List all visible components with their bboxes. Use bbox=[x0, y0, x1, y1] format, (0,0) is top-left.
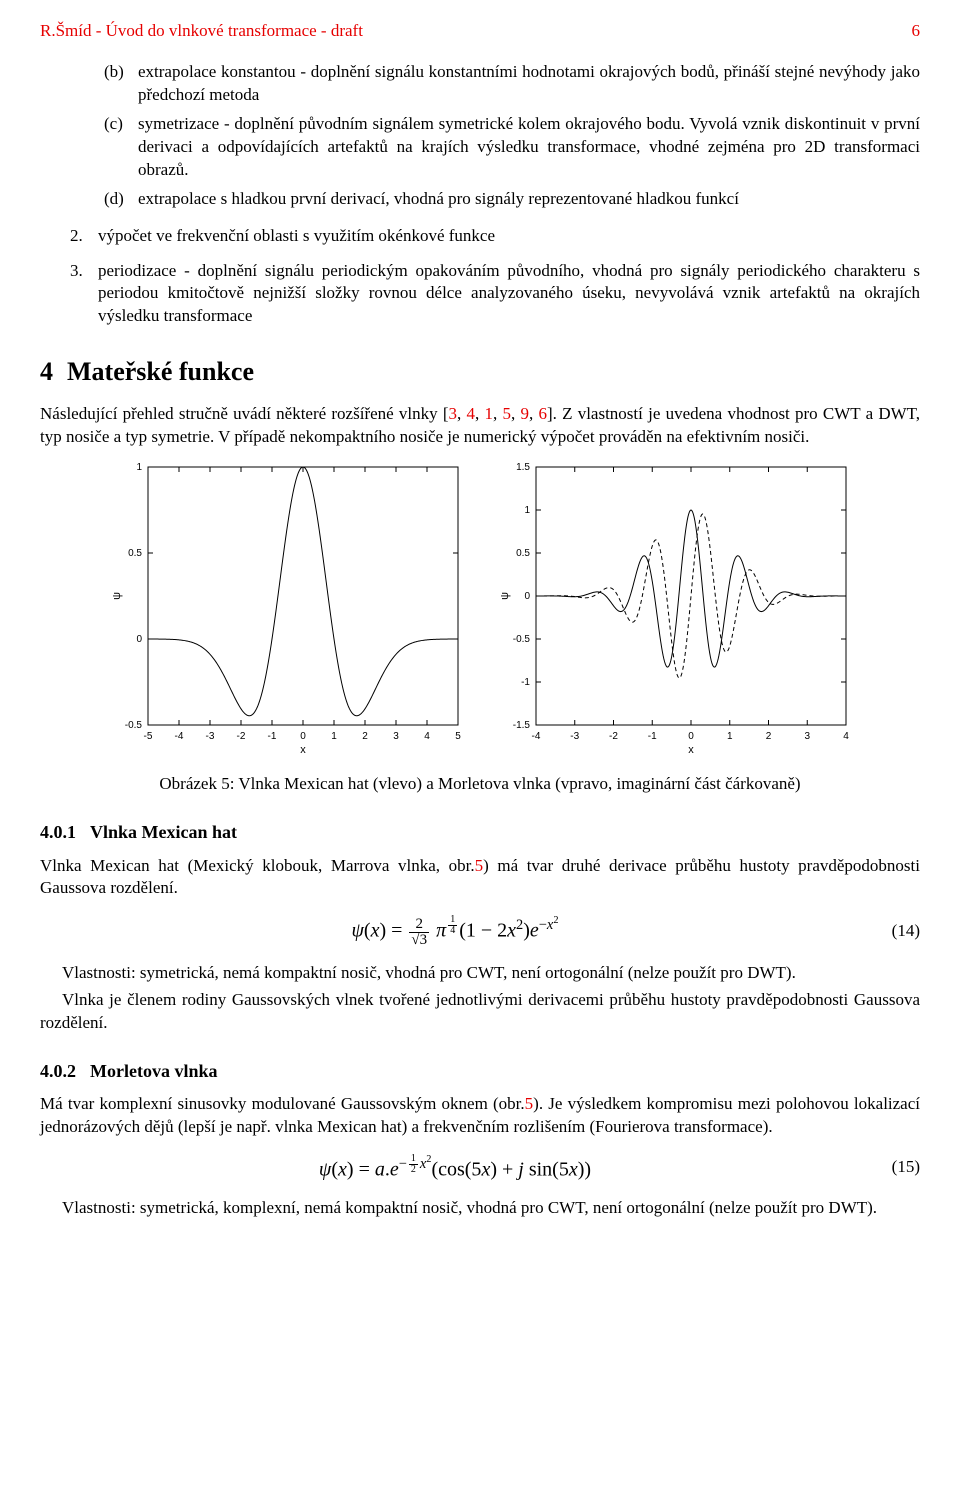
svg-text:0: 0 bbox=[136, 634, 142, 645]
section-4-number: 4 bbox=[40, 357, 53, 386]
cite-5: 6 bbox=[538, 404, 547, 423]
svg-text:0.5: 0.5 bbox=[128, 548, 142, 559]
item-c-marker: (c) bbox=[104, 113, 138, 182]
item-d-text: extrapolace s hladkou první derivací, vh… bbox=[138, 188, 920, 211]
svg-text:ψ: ψ bbox=[499, 592, 511, 600]
svg-text:2: 2 bbox=[766, 731, 772, 742]
equation-14-body: ψ(x) = 2√3 π14(1 − 2x2)e−x2 bbox=[40, 914, 870, 947]
svg-text:-2: -2 bbox=[237, 731, 246, 742]
item-3-text: periodizace - doplnění signálu periodick… bbox=[98, 260, 920, 329]
svg-text:0: 0 bbox=[524, 591, 530, 602]
chart-morlet: -4 -3 -2 -1 0 1 2 3 4 -1.5 -1 -0.5 0 0.5 1 1.5 x ψ bbox=[494, 459, 854, 759]
svg-text:-1: -1 bbox=[521, 677, 530, 688]
sub-402-title: Morletova vlnka bbox=[90, 1061, 218, 1081]
sub-401-pre: Vlnka Mexican hat (Mexický klobouk, Marr… bbox=[40, 856, 475, 875]
svg-text:3: 3 bbox=[804, 731, 810, 742]
svg-text:3: 3 bbox=[393, 731, 399, 742]
svg-text:0.5: 0.5 bbox=[516, 548, 530, 559]
cite-3: 5 bbox=[502, 404, 511, 423]
svg-text:-2: -2 bbox=[609, 731, 618, 742]
equation-14: ψ(x) = 2√3 π14(1 − 2x2)e−x2 (14) bbox=[40, 914, 920, 947]
svg-text:-0.5: -0.5 bbox=[125, 720, 143, 731]
svg-text:-4: -4 bbox=[175, 731, 184, 742]
section-4-intro: Následující přehled stručně uvádí někter… bbox=[40, 403, 920, 449]
sub-402-figref: 5 bbox=[525, 1094, 534, 1113]
svg-text:0: 0 bbox=[300, 731, 306, 742]
sub-list-letters: (b) extrapolace konstantou - doplnění si… bbox=[104, 61, 920, 211]
svg-text:1.5: 1.5 bbox=[516, 462, 530, 473]
item-2: 2. výpočet ve frekvenční oblasti s využi… bbox=[70, 225, 920, 248]
item-d-marker: (d) bbox=[104, 188, 138, 211]
item-2-marker: 2. bbox=[70, 225, 98, 248]
svg-text:1: 1 bbox=[727, 731, 733, 742]
item-2-text: výpočet ve frekvenční oblasti s využitím… bbox=[98, 225, 920, 248]
svg-text:-3: -3 bbox=[206, 731, 215, 742]
item-3-marker: 3. bbox=[70, 260, 98, 329]
sub-402-paragraph: Má tvar komplexní sinusovky modulované G… bbox=[40, 1093, 920, 1139]
sub-401-paragraph: Vlnka Mexican hat (Mexický klobouk, Marr… bbox=[40, 855, 920, 901]
svg-text:1: 1 bbox=[136, 462, 142, 473]
cite-4: 9 bbox=[520, 404, 529, 423]
figure-5-charts: -5 -4 -3 -2 -1 0 1 2 3 4 5 -0.5 0 0.5 1 x ψ -4 -3 -2 -1 0 1 2 3… bbox=[40, 459, 920, 759]
section-4-heading: 4 Mateřské funkce bbox=[40, 354, 920, 389]
svg-text:-5: -5 bbox=[144, 731, 153, 742]
item-c: (c) symetrizace - doplnění původním sign… bbox=[104, 113, 920, 182]
sub-402-pre: Má tvar komplexní sinusovky modulované G… bbox=[40, 1094, 525, 1113]
section-4-intro-pre: Následující přehled stručně uvádí někter… bbox=[40, 404, 449, 423]
page-number: 6 bbox=[912, 20, 921, 43]
equation-15-number: (15) bbox=[870, 1156, 920, 1179]
item-d: (d) extrapolace s hladkou první derivací… bbox=[104, 188, 920, 211]
sub-401-title: Vlnka Mexican hat bbox=[90, 822, 237, 842]
item-b: (b) extrapolace konstantou - doplnění si… bbox=[104, 61, 920, 107]
equation-15-body: ψ(x) = a.e−12x2(cos(5x) + j sin(5x)) bbox=[40, 1153, 870, 1183]
sub-401-props-2: Vlnka je členem rodiny Gaussovských vlne… bbox=[40, 989, 920, 1035]
svg-text:5: 5 bbox=[455, 731, 461, 742]
svg-text:4: 4 bbox=[843, 731, 849, 742]
item-b-text: extrapolace konstantou - doplnění signál… bbox=[138, 61, 920, 107]
svg-text:-1: -1 bbox=[648, 731, 657, 742]
figure-5-caption: Obrázek 5: Vlnka Mexican hat (vlevo) a M… bbox=[40, 773, 920, 796]
chart-mexican-hat: -5 -4 -3 -2 -1 0 1 2 3 4 5 -0.5 0 0.5 1 x ψ bbox=[106, 459, 466, 759]
svg-text:1: 1 bbox=[524, 505, 530, 516]
sub-401-num: 4.0.1 bbox=[40, 822, 76, 842]
svg-text:-1.5: -1.5 bbox=[513, 720, 531, 731]
svg-text:x: x bbox=[688, 744, 694, 756]
svg-text:-1: -1 bbox=[268, 731, 277, 742]
svg-text:1: 1 bbox=[331, 731, 337, 742]
item-b-marker: (b) bbox=[104, 61, 138, 107]
sub-401-heading: 4.0.1 Vlnka Mexican hat bbox=[40, 820, 920, 844]
page-header: 6 R.Šmíd - Úvod do vlnkové transformace … bbox=[40, 20, 920, 43]
svg-text:2: 2 bbox=[362, 731, 368, 742]
cite-2: 1 bbox=[485, 404, 494, 423]
equation-15: ψ(x) = a.e−12x2(cos(5x) + j sin(5x)) (15… bbox=[40, 1153, 920, 1183]
svg-text:-3: -3 bbox=[570, 731, 579, 742]
item-c-text: symetrizace - doplnění původním signálem… bbox=[138, 113, 920, 182]
equation-14-number: (14) bbox=[870, 920, 920, 943]
svg-text:ψ: ψ bbox=[111, 592, 123, 600]
section-4-title: Mateřské funkce bbox=[67, 357, 254, 386]
sub-401-figref: 5 bbox=[475, 856, 484, 875]
svg-text:4: 4 bbox=[424, 731, 430, 742]
sub-402-num: 4.0.2 bbox=[40, 1061, 76, 1081]
cite-0: 3 bbox=[449, 404, 458, 423]
svg-text:-0.5: -0.5 bbox=[513, 634, 531, 645]
running-title: R.Šmíd - Úvod do vlnkové transformace - … bbox=[40, 21, 363, 40]
cite-1: 4 bbox=[467, 404, 476, 423]
item-3: 3. periodizace - doplnění signálu period… bbox=[70, 260, 920, 329]
sub-402-props: Vlastnosti: symetrická, komplexní, nemá … bbox=[40, 1197, 920, 1220]
sub-402-heading: 4.0.2 Morletova vlnka bbox=[40, 1059, 920, 1083]
svg-text:-4: -4 bbox=[532, 731, 541, 742]
svg-text:0: 0 bbox=[688, 731, 694, 742]
svg-text:x: x bbox=[300, 744, 306, 756]
sub-401-props-1: Vlastnosti: symetrická, nemá kompaktní n… bbox=[40, 962, 920, 985]
